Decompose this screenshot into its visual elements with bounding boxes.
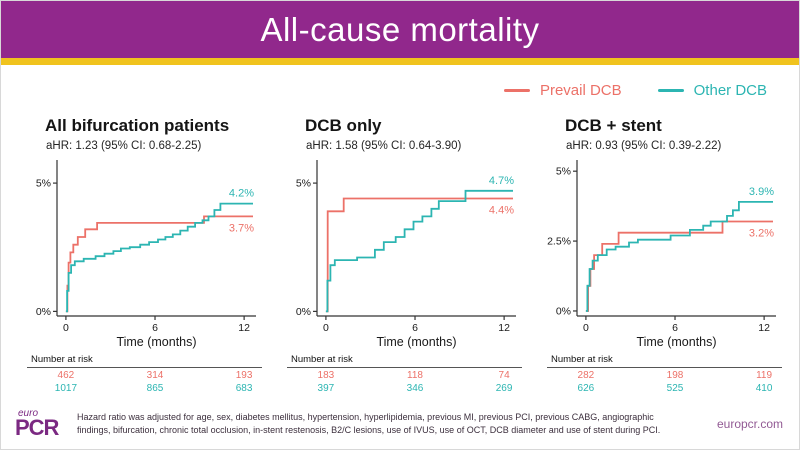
legend-item-other: Other DCB xyxy=(657,81,767,99)
footnote-text: Hazard ratio was adjusted for age, sex, … xyxy=(77,411,661,435)
header-bar: All-cause mortality xyxy=(1,1,799,58)
charts-row: All bifurcation patients aHR: 1.23 (95% … xyxy=(1,104,799,395)
y-tick-label: 5% xyxy=(556,166,571,178)
end-value-label-prevail: 3.2% xyxy=(749,228,774,240)
number-at-risk-table: Number at risk 462 314 193 1017 865 683 xyxy=(27,354,262,395)
x-tick-label: 0 xyxy=(583,322,589,334)
page-title: All-cause mortality xyxy=(260,10,540,48)
risk-value: 865 xyxy=(146,383,164,394)
y-tick-label: 5% xyxy=(296,178,311,190)
risk-value: 314 xyxy=(146,370,164,381)
chart-subtitle: aHR: 1.23 (95% CI: 0.68-2.25) xyxy=(46,140,202,152)
y-tick-label: 0% xyxy=(556,305,571,317)
x-tick-label: 12 xyxy=(758,322,770,334)
risk-value: 1017 xyxy=(54,383,78,394)
chart-panel: DCB + stent aHR: 0.93 (95% CI: 0.39-2.22… xyxy=(547,104,797,395)
risk-value: 525 xyxy=(666,383,684,394)
logo-euro-text: euro xyxy=(18,408,39,420)
risk-row-other: 397 346 269 xyxy=(287,382,522,395)
risk-value: 683 xyxy=(235,383,253,394)
chart-subtitle: aHR: 1.58 (95% CI: 0.64-3.90) xyxy=(306,140,462,152)
europcr-logo: euro PCR xyxy=(15,408,67,440)
risk-row-prevail: 282 198 119 xyxy=(547,369,782,382)
risk-value: 397 xyxy=(317,383,335,394)
chart-subtitle: aHR: 0.93 (95% CI: 0.39-2.22) xyxy=(566,140,722,152)
risk-row-prevail: 183 118 74 xyxy=(287,369,522,382)
x-tick-label: 12 xyxy=(238,322,250,334)
risk-value: 198 xyxy=(666,370,684,381)
x-tick-label: 6 xyxy=(412,322,418,334)
x-axis-title: Time (months) xyxy=(636,335,716,349)
prevail-line-swatch xyxy=(503,88,530,92)
risk-value: 346 xyxy=(406,383,424,394)
risk-value: 118 xyxy=(407,370,423,381)
y-tick-label: 0% xyxy=(36,306,51,318)
x-tick-label: 6 xyxy=(672,322,678,334)
number-at-risk-table: Number at risk 282 198 119 626 525 410 xyxy=(547,354,782,395)
km-curve-other xyxy=(325,189,513,313)
legend-label-prevail: Prevail DCB xyxy=(539,81,622,99)
x-axis-title: Time (months) xyxy=(376,335,456,349)
risk-value: 269 xyxy=(495,383,513,394)
km-curve-chart: 0% 2.5% 5% 0 6 12 Time (months) 3.2% 3.9% xyxy=(547,160,776,349)
chart-title: All bifurcation patients xyxy=(45,116,230,135)
x-axis-title: Time (months) xyxy=(116,335,196,349)
km-curve-prevail xyxy=(325,197,513,313)
km-curve-prevail xyxy=(65,215,253,313)
x-tick-label: 6 xyxy=(152,322,158,334)
risk-table-header: Number at risk xyxy=(31,354,93,365)
end-value-label-prevail: 3.7% xyxy=(229,222,254,234)
end-value-label-prevail: 4.4% xyxy=(489,204,514,216)
footer: euro PCR Hazard ratio was adjusted for a… xyxy=(1,403,799,449)
accent-stripe xyxy=(1,58,799,65)
risk-table-rule xyxy=(27,367,262,368)
x-tick-label: 0 xyxy=(323,322,329,334)
risk-row-other: 626 525 410 xyxy=(547,382,782,395)
risk-table-header: Number at risk xyxy=(291,354,353,365)
y-tick-label: 2.5% xyxy=(547,236,571,248)
risk-value: 410 xyxy=(755,383,773,394)
x-tick-label: 12 xyxy=(498,322,510,334)
risk-value: 74 xyxy=(498,370,510,381)
end-value-label-other: 4.7% xyxy=(489,175,514,187)
risk-value: 462 xyxy=(57,370,75,381)
chart-panel: DCB only aHR: 1.58 (95% CI: 0.64-3.90) 0… xyxy=(287,104,537,395)
risk-row-other: 1017 865 683 xyxy=(27,382,262,395)
risk-value: 119 xyxy=(756,370,773,381)
x-tick-label: 0 xyxy=(63,322,69,334)
y-tick-label: 5% xyxy=(36,178,51,190)
risk-value: 183 xyxy=(317,370,335,381)
chart-panel: All bifurcation patients aHR: 1.23 (95% … xyxy=(27,104,277,395)
legend-label-other: Other DCB xyxy=(693,81,767,99)
legend: Prevail DCB Other DCB xyxy=(1,65,799,102)
logo-pcr-text: PCR xyxy=(15,414,59,440)
risk-value: 282 xyxy=(577,370,595,381)
risk-value: 193 xyxy=(235,370,253,381)
risk-table-rule xyxy=(287,367,522,368)
website-link: europcr.com xyxy=(716,417,783,431)
legend-item-prevail: Prevail DCB xyxy=(503,81,622,99)
risk-value: 626 xyxy=(577,383,595,394)
other-line-swatch xyxy=(657,88,684,92)
km-curve-chart: 0% 5% 0 6 12 Time (months) 3.7% 4.2% xyxy=(36,160,256,349)
end-value-label-other: 4.2% xyxy=(229,188,254,200)
y-tick-label: 0% xyxy=(296,306,311,318)
end-value-label-other: 3.9% xyxy=(749,186,774,198)
km-curve-other xyxy=(65,202,253,313)
km-curve-chart: 0% 5% 0 6 12 Time (months) 4.4% 4.7% xyxy=(296,160,516,349)
risk-table-rule xyxy=(547,367,782,368)
risk-table-header: Number at risk xyxy=(551,354,613,365)
risk-row-prevail: 462 314 193 xyxy=(27,369,262,382)
chart-title: DCB only xyxy=(305,116,382,135)
number-at-risk-table: Number at risk 183 118 74 397 346 269 xyxy=(287,354,522,395)
km-curve-other xyxy=(585,201,773,312)
chart-title: DCB + stent xyxy=(565,116,662,135)
